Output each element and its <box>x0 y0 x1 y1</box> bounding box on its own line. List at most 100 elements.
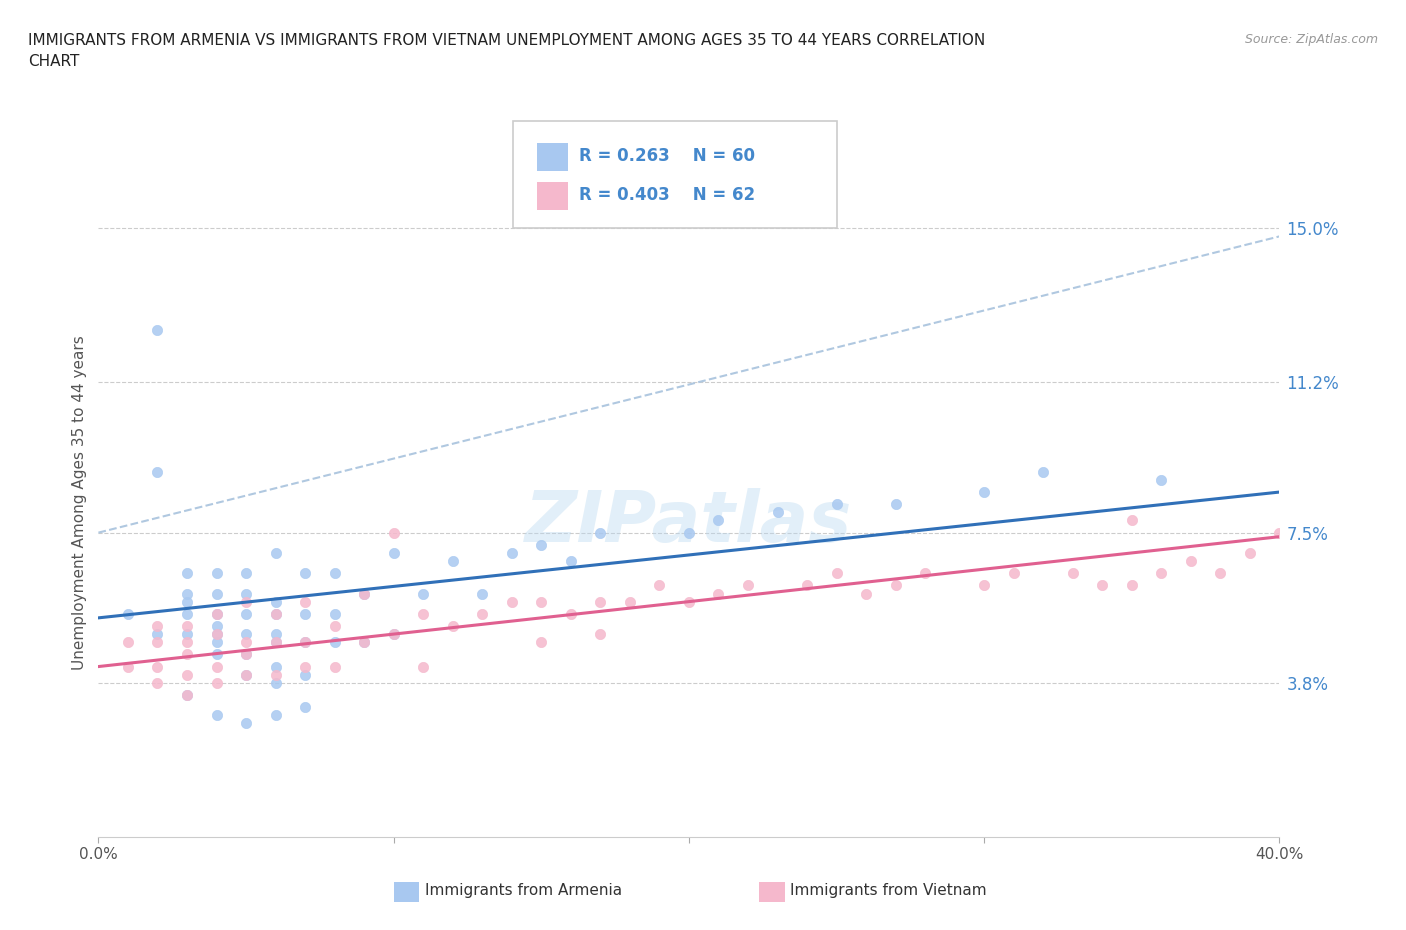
Point <box>235 716 257 731</box>
Point <box>973 485 995 499</box>
Point <box>117 606 139 621</box>
Point <box>855 586 877 601</box>
Point <box>501 594 523 609</box>
Point <box>737 578 759 592</box>
Point <box>264 606 287 621</box>
Text: Immigrants from Vietnam: Immigrants from Vietnam <box>790 884 987 898</box>
Point <box>382 525 405 540</box>
Point <box>353 635 375 650</box>
Point <box>560 606 582 621</box>
Point <box>1150 472 1173 487</box>
Point <box>146 627 169 642</box>
Point <box>412 606 434 621</box>
Point <box>176 647 198 662</box>
Point <box>146 659 169 674</box>
Point <box>294 606 316 621</box>
Point <box>176 606 198 621</box>
Point <box>678 594 700 609</box>
Point <box>1032 464 1054 479</box>
Point <box>353 586 375 601</box>
Text: ZIPatlas: ZIPatlas <box>526 488 852 557</box>
Point <box>294 699 316 714</box>
Point <box>235 667 257 682</box>
Point <box>1002 565 1025 580</box>
Point <box>914 565 936 580</box>
Point <box>176 586 198 601</box>
Point <box>678 525 700 540</box>
Y-axis label: Unemployment Among Ages 35 to 44 years: Unemployment Among Ages 35 to 44 years <box>72 335 87 670</box>
Point <box>382 627 405 642</box>
Point <box>117 635 139 650</box>
Point <box>441 553 464 568</box>
Point <box>294 667 316 682</box>
Point <box>1150 565 1173 580</box>
Point <box>235 565 257 580</box>
Point <box>1121 578 1143 592</box>
Point <box>323 635 346 650</box>
Point <box>471 586 494 601</box>
Point <box>589 627 612 642</box>
Point <box>589 594 612 609</box>
Point <box>264 708 287 723</box>
Point <box>323 659 346 674</box>
Point <box>176 667 198 682</box>
Point <box>382 546 405 561</box>
Point <box>530 594 553 609</box>
Point <box>176 687 198 702</box>
Point <box>146 635 169 650</box>
Point <box>323 618 346 633</box>
Point <box>648 578 671 592</box>
Point <box>264 635 287 650</box>
Point <box>589 525 612 540</box>
Point <box>176 687 198 702</box>
Point <box>264 546 287 561</box>
Point <box>412 659 434 674</box>
Point <box>205 635 228 650</box>
Point <box>235 635 257 650</box>
Point <box>235 586 257 601</box>
Point <box>205 659 228 674</box>
Point <box>294 635 316 650</box>
Point <box>235 647 257 662</box>
Point <box>323 606 346 621</box>
Point <box>1239 546 1261 561</box>
Point <box>235 667 257 682</box>
Point <box>176 635 198 650</box>
Point <box>117 659 139 674</box>
Point <box>619 594 641 609</box>
Point <box>264 667 287 682</box>
Text: R = 0.263    N = 60: R = 0.263 N = 60 <box>579 147 755 165</box>
Point <box>884 578 907 592</box>
Point <box>176 594 198 609</box>
Point <box>707 586 730 601</box>
Point <box>235 647 257 662</box>
Text: R = 0.403    N = 62: R = 0.403 N = 62 <box>579 186 755 204</box>
Point <box>264 659 287 674</box>
Point <box>412 586 434 601</box>
Point <box>264 635 287 650</box>
Point <box>146 323 169 338</box>
Point <box>205 627 228 642</box>
Point <box>205 675 228 690</box>
Text: Immigrants from Armenia: Immigrants from Armenia <box>425 884 621 898</box>
Point <box>382 627 405 642</box>
Point <box>796 578 818 592</box>
Point <box>323 565 346 580</box>
Point <box>235 627 257 642</box>
Point <box>205 647 228 662</box>
Point <box>235 606 257 621</box>
Point <box>1268 525 1291 540</box>
Point <box>205 627 228 642</box>
Point <box>707 513 730 528</box>
Point <box>176 565 198 580</box>
Point <box>825 497 848 512</box>
Text: Source: ZipAtlas.com: Source: ZipAtlas.com <box>1244 33 1378 46</box>
Text: IMMIGRANTS FROM ARMENIA VS IMMIGRANTS FROM VIETNAM UNEMPLOYMENT AMONG AGES 35 TO: IMMIGRANTS FROM ARMENIA VS IMMIGRANTS FR… <box>28 33 986 69</box>
Point <box>294 659 316 674</box>
Point <box>205 565 228 580</box>
Point <box>530 635 553 650</box>
Point <box>205 586 228 601</box>
Point <box>353 586 375 601</box>
Point <box>825 565 848 580</box>
Point <box>205 606 228 621</box>
